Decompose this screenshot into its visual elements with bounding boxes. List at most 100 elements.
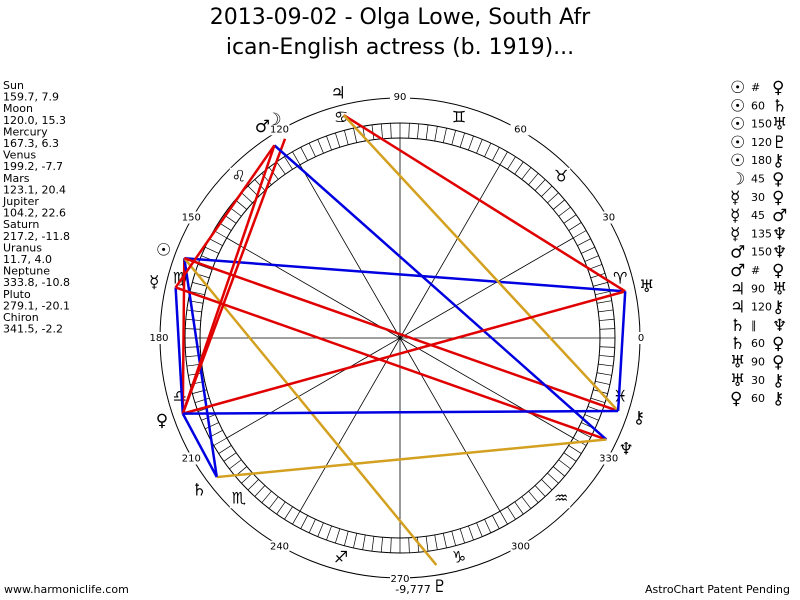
ring-tick	[595, 380, 610, 385]
ring-tick	[190, 291, 205, 296]
ring-tick	[484, 142, 492, 157]
ring-tick	[241, 192, 253, 204]
ring-tick	[408, 123, 410, 139]
footer-right: AstroChart Patent Pending	[645, 583, 790, 596]
aspect-planet: ♄	[730, 316, 745, 336]
ring-tick	[547, 192, 559, 204]
aspect-planet: ♂	[730, 261, 745, 281]
sign-glyph: ♒	[554, 489, 568, 508]
sign-glyph: ♌	[232, 166, 246, 185]
ring-tick	[344, 531, 349, 546]
aspect-type: 60	[751, 337, 765, 350]
spoke	[399, 164, 501, 339]
aspect-planet: ☿	[730, 224, 740, 244]
aspect-planet: ♀	[772, 334, 784, 354]
ring-tick	[521, 496, 532, 509]
ring-tick	[598, 309, 614, 313]
ring-tick	[284, 156, 293, 170]
ring-tick	[468, 135, 474, 151]
ring-tick	[247, 479, 259, 491]
aspect-line	[174, 287, 185, 414]
ring-tick	[186, 309, 202, 313]
aspect-line	[175, 286, 607, 441]
sign-glyph: ♋	[334, 107, 348, 126]
planet-name: Jupiter	[2, 195, 39, 208]
aspect-planet: ♀	[772, 353, 784, 373]
aspect-planet: ♀	[772, 261, 784, 281]
ring-tick	[451, 130, 456, 145]
planet-glyph: ☽	[266, 110, 281, 130]
ring-tick	[204, 422, 219, 430]
ring-tick	[573, 230, 587, 239]
aspect-planet: ♆	[772, 224, 787, 244]
ring-tick	[417, 123, 420, 139]
degree-label: 150	[182, 213, 201, 224]
ring-tick	[434, 126, 438, 142]
ring-tick	[268, 167, 279, 180]
ring-tick	[326, 135, 332, 151]
ring-tick	[568, 445, 582, 454]
ring-tick	[254, 485, 266, 497]
ring-tick	[308, 142, 316, 157]
planet-glyph: ♇	[432, 577, 447, 597]
aspect-line	[181, 138, 287, 415]
footer-left: www.harmoniclife.com	[4, 583, 129, 596]
planet-name: Mars	[3, 172, 30, 185]
aspect-planet: ♃	[730, 279, 745, 299]
ring-tick	[596, 372, 612, 376]
ring-tick	[390, 123, 392, 139]
aspect-type: ∥	[751, 319, 757, 332]
ring-tick	[276, 501, 286, 515]
aspect-planet: ♆	[772, 316, 787, 336]
aspect-planet: ♀	[772, 170, 784, 190]
degree-label-bg	[181, 452, 202, 465]
planet-name: Venus	[3, 149, 36, 162]
planet-name: Neptune	[3, 265, 50, 278]
planet-position: 341.5, -2.2	[3, 323, 63, 336]
ring-tick	[584, 255, 599, 262]
ring-tick	[425, 536, 429, 552]
sign-bg	[450, 108, 469, 127]
ring-tick	[300, 515, 308, 529]
spoke	[399, 337, 501, 512]
aspect-planet: ♃	[730, 298, 745, 318]
ring-tick	[380, 537, 383, 553]
aspect-line	[616, 291, 627, 412]
aspect-planet: ♆	[772, 243, 787, 263]
ring-tick	[459, 132, 465, 148]
ring-tick	[599, 355, 615, 358]
ring-tick	[390, 537, 392, 553]
aspect-planet: ♅	[772, 115, 787, 135]
aspect-planet: ♂	[730, 243, 745, 263]
planet-position: 123.1, 20.4	[3, 183, 66, 196]
ring-tick	[558, 459, 571, 470]
sign-glyph: ♊	[452, 107, 466, 126]
planet-position: 167.3, 6.3	[3, 137, 59, 150]
ring-tick	[552, 466, 565, 477]
aspect-type: 60	[751, 99, 765, 112]
ring-tick	[261, 490, 272, 503]
aspect-planet: ☉	[730, 115, 745, 135]
planet-glyph: ♃	[331, 84, 346, 104]
ring-tick	[292, 151, 301, 165]
planet-position: 159.7, 7.9	[3, 91, 59, 104]
ring-tick	[528, 173, 539, 186]
ring-tick	[468, 525, 474, 541]
degree-label-bg	[598, 211, 619, 224]
aspect-line	[181, 258, 186, 414]
ring-tick	[499, 151, 508, 165]
planet-position: 217.2, -11.8	[3, 230, 70, 243]
sign-bg	[611, 388, 630, 407]
planet-glyph: ♄	[192, 480, 207, 500]
ring-tick	[476, 139, 483, 154]
ring-tick	[213, 230, 227, 239]
aspect-line	[342, 114, 620, 412]
ring-tick	[541, 479, 553, 491]
aspect-planet: ♀	[772, 188, 784, 208]
aspect-line	[182, 409, 619, 415]
aspect-planet: ☉	[730, 96, 745, 116]
aspect-planet: ☉	[730, 133, 745, 153]
degree-label-bg	[510, 123, 531, 136]
ring-tick	[442, 128, 447, 143]
